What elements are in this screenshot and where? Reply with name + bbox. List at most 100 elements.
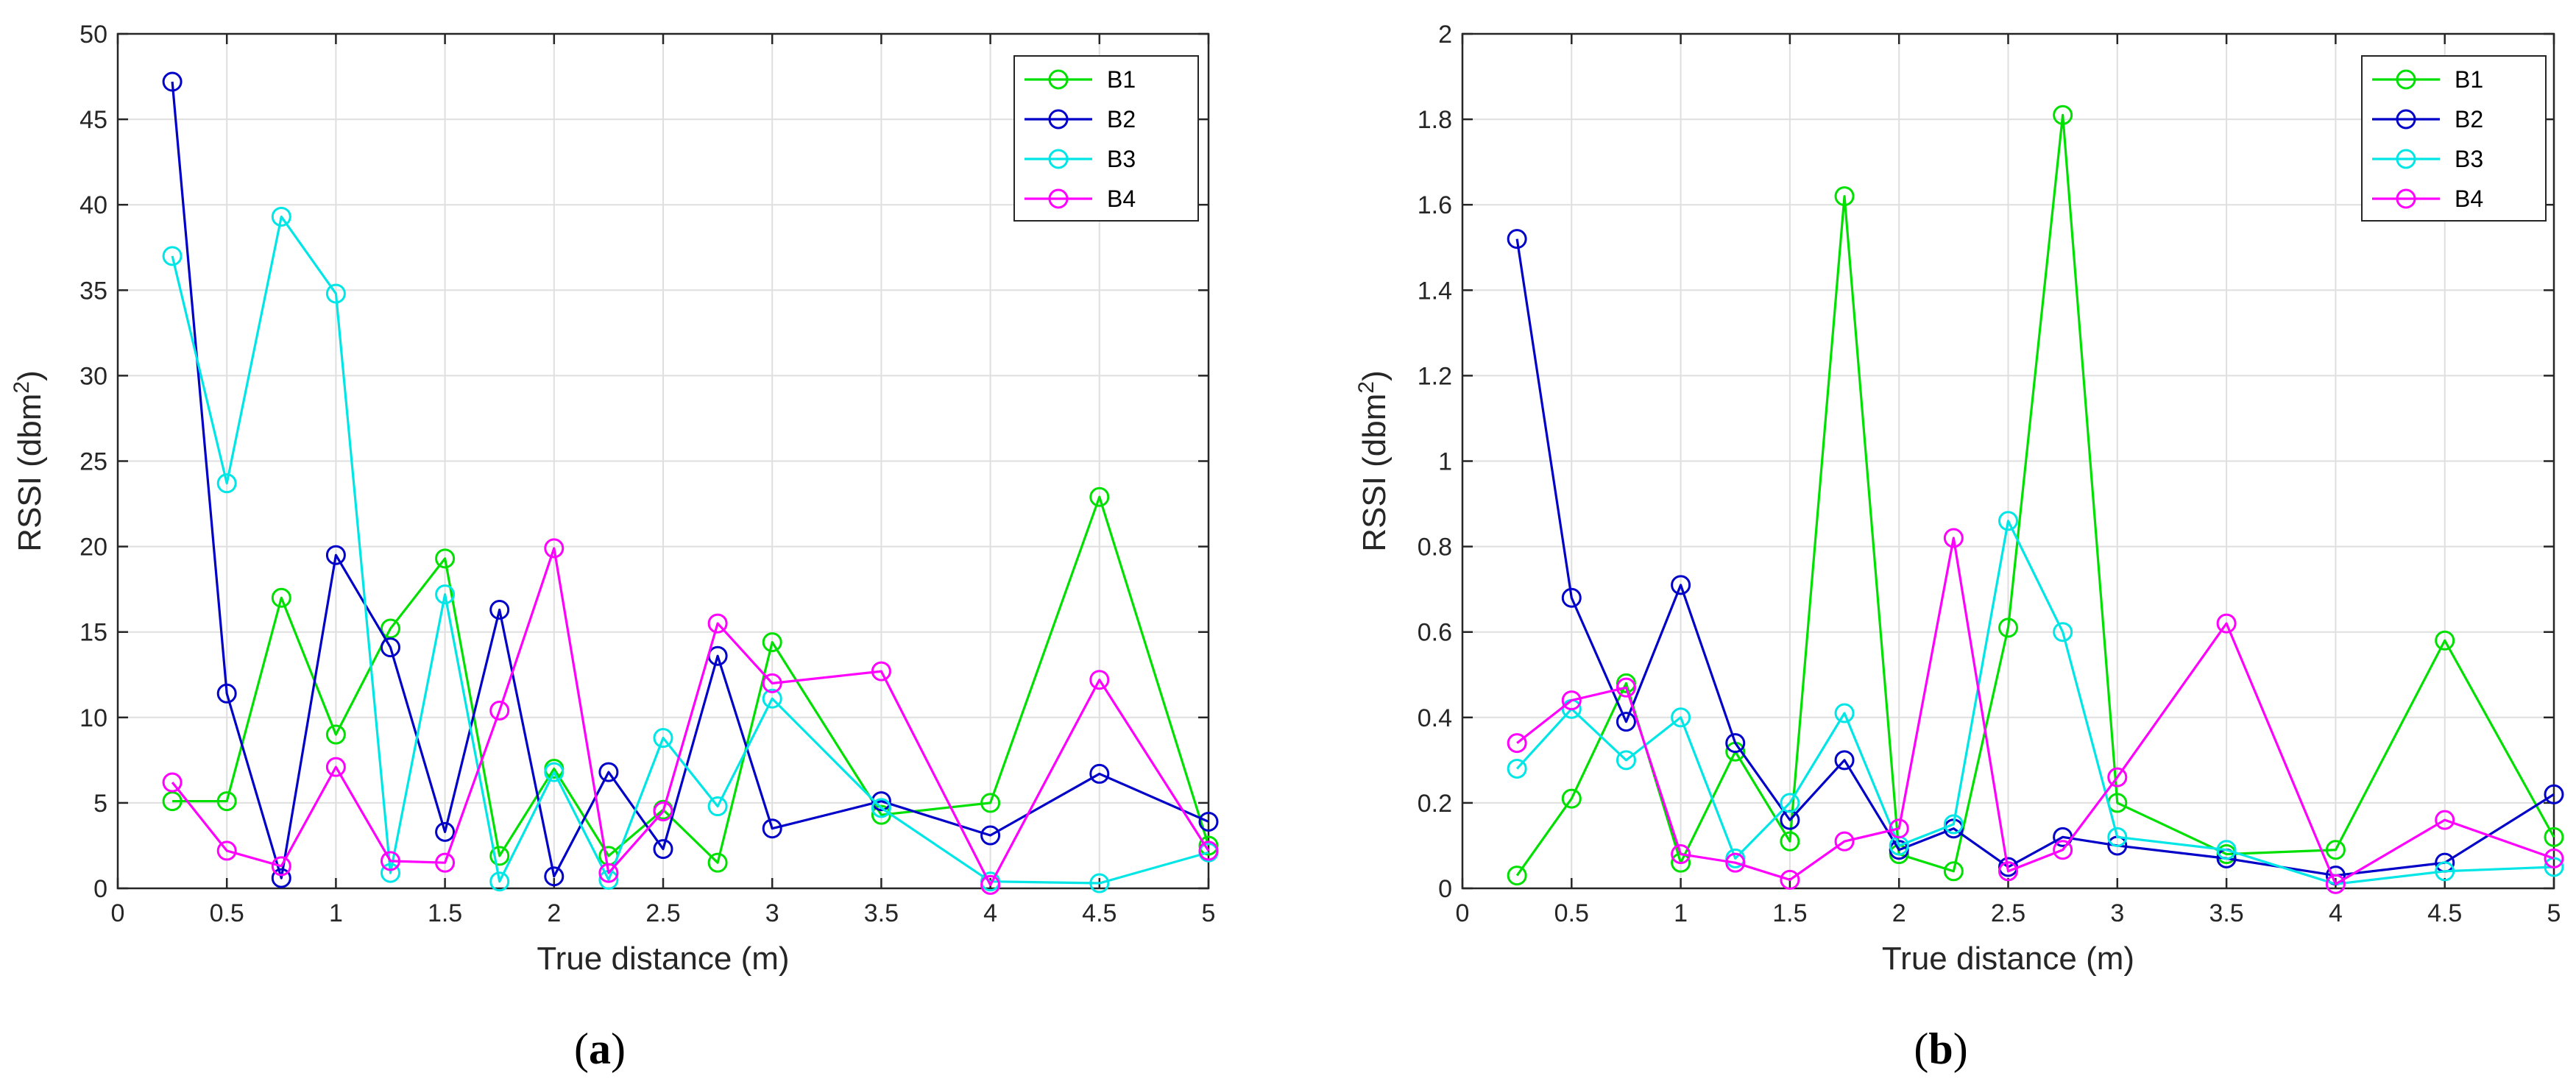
c0-data-point-B2 <box>762 818 782 839</box>
c0-data-point-B4 <box>544 538 565 559</box>
c0-data-point-B1 <box>489 846 510 866</box>
c0-legend: B1 B2 B3 B4 <box>1013 55 1199 222</box>
c0-data-point-B4 <box>707 613 728 634</box>
c0-data-point-B1 <box>271 587 291 608</box>
c1-data-point-B1 <box>2435 630 2455 651</box>
c1-data-point-B4 <box>1507 733 1527 754</box>
c0-y-tick-label: 40 <box>79 191 107 219</box>
c1-data-point-B4 <box>1725 852 1746 873</box>
c0-data-point-B1 <box>435 548 456 569</box>
c0-y-tick-label: 45 <box>79 106 107 134</box>
c1-data-point-B1 <box>2053 105 2073 125</box>
c1-data-point-B4 <box>2435 810 2455 830</box>
c0-y-tick-label: 15 <box>79 619 107 647</box>
c0-data-point-B2 <box>544 866 565 887</box>
c0-data-point-B2 <box>1089 763 1110 784</box>
c0-data-point-B4 <box>762 673 782 693</box>
c0-y-axis-label-close: ) <box>12 370 48 381</box>
c1-data-point-B3 <box>2053 622 2073 643</box>
c1-data-point-B4 <box>1998 861 2018 882</box>
c1-data-point-B1 <box>1834 186 1855 207</box>
c0-data-point-B3 <box>707 796 728 817</box>
c1-data-point-B4 <box>1834 831 1855 852</box>
c1-data-point-B3 <box>1943 814 1964 835</box>
c1-data-point-B1 <box>1943 861 1964 882</box>
c0-data-point-B3 <box>162 246 183 266</box>
c1-data-point-B3 <box>2216 840 2237 860</box>
c0-data-point-B1 <box>216 791 237 812</box>
c1-data-point-B3 <box>2107 827 2128 847</box>
c1-data-point-B4 <box>1561 690 1582 711</box>
c0-data-point-B4 <box>1198 840 1219 861</box>
c0-x-tick-label: 3.5 <box>864 899 899 927</box>
c0-y-tick-label: 10 <box>79 704 107 732</box>
c1-data-point-B2 <box>1834 750 1855 771</box>
c1-data-point-B4 <box>1889 818 1909 839</box>
c0-y-tick-label: 35 <box>79 277 107 305</box>
c1-data-point-B3 <box>1834 703 1855 723</box>
c0-y-axis-label: RSSI (dbm2) <box>10 370 48 552</box>
c1-data-point-B2 <box>1561 587 1582 608</box>
c0-data-point-B4 <box>325 757 346 777</box>
c1-y-tick-label: 0.8 <box>1418 534 1452 562</box>
c0-legend-box <box>1013 55 1199 222</box>
c0-data-point-B1 <box>762 632 782 653</box>
c1-legend-marker-B4 <box>2396 188 2416 209</box>
c1-data-point-B1 <box>1507 866 1527 886</box>
c0-x-tick-label: 4 <box>983 899 997 927</box>
c0-legend-label-B2: B2 <box>1107 106 1136 132</box>
c1-y-tick-label: 0 <box>1438 875 1452 903</box>
c0-data-point-B3 <box>489 871 510 892</box>
c1-caption-close: ) <box>1953 1024 1968 1073</box>
c1-y-tick-label: 0.6 <box>1418 619 1452 647</box>
c1-caption-open: ( <box>1914 1024 1928 1073</box>
c0-legend-marker-B4 <box>1048 188 1069 209</box>
c1-y-tick-label: 1 <box>1438 448 1452 476</box>
c1-data-point-B3 <box>1780 793 1800 813</box>
c0-data-point-B3 <box>1089 873 1110 893</box>
c1-data-point-B4 <box>2216 613 2237 634</box>
c1-legend-marker-B1 <box>2396 69 2416 90</box>
c1-data-point-B3 <box>1671 707 1691 728</box>
c0-data-point-B4 <box>1089 670 1110 690</box>
c0-caption-letter: a <box>589 1024 611 1073</box>
c1-legend-label-B1: B1 <box>2455 66 2483 93</box>
c1-x-tick-label: 3 <box>2110 899 2124 927</box>
c0-data-point-B2 <box>598 762 619 782</box>
c0-data-point-B3 <box>435 584 456 605</box>
c0-y-tick-label: 50 <box>79 21 107 49</box>
c1-data-point-B3 <box>2435 861 2455 882</box>
c1-x-tick-label: 4.5 <box>2427 899 2462 927</box>
c1-x-tick-label: 1.5 <box>1772 899 1807 927</box>
c0-data-point-B2 <box>653 839 673 860</box>
c1-data-point-B4 <box>2053 840 2073 860</box>
c0-legend-label-B1: B1 <box>1107 66 1136 93</box>
c0-data-point-B2 <box>871 791 891 812</box>
c1-series-line-B3 <box>1515 520 2555 885</box>
c1-legend-box <box>2361 55 2547 222</box>
c0-data-point-B1 <box>162 791 183 812</box>
c0-series-line-B3 <box>171 215 1209 885</box>
c0-y-tick-label: 20 <box>79 534 107 562</box>
c0-x-tick-label: 3 <box>765 899 779 927</box>
c1-data-point-B1 <box>1998 617 2018 638</box>
c0-data-point-B3 <box>271 206 291 227</box>
c0-data-point-B4 <box>216 840 237 861</box>
c0-x-tick-label: 2 <box>547 899 561 927</box>
c0-panel-caption: (a) <box>574 1024 626 1073</box>
c0-legend-marker-B2 <box>1048 109 1069 130</box>
c0-data-point-B2 <box>271 868 291 888</box>
c1-data-point-B2 <box>1671 575 1691 595</box>
c1-x-tick-label: 0.5 <box>1554 899 1589 927</box>
c0-data-point-B2 <box>435 821 456 842</box>
c0-legend-marker-B3 <box>1048 149 1069 169</box>
c0-y-tick-label: 0 <box>93 875 107 903</box>
c0-y-tick-label: 5 <box>93 790 107 818</box>
c1-series-line-B4 <box>1516 537 2555 885</box>
c0-x-tick-label: 5 <box>1202 899 1216 927</box>
c0-caption-close: ) <box>611 1024 626 1073</box>
c1-legend-label-B4: B4 <box>2455 185 2483 212</box>
c0-data-point-B2 <box>216 683 237 704</box>
c1-y-tick-label: 1.6 <box>1418 191 1452 219</box>
